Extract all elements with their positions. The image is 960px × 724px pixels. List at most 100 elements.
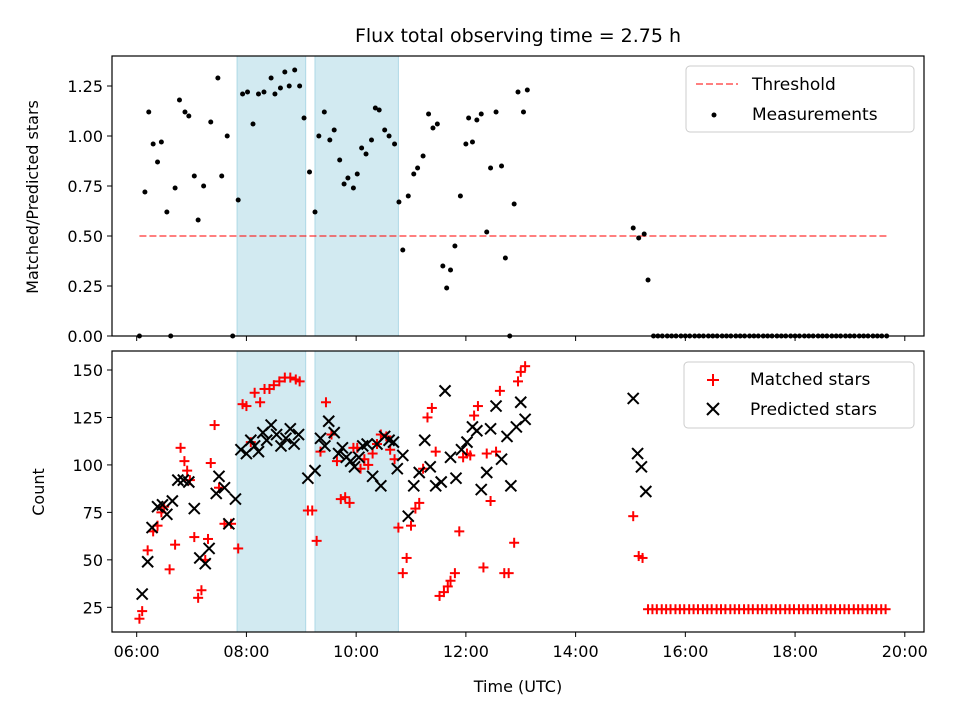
bot-plus-point <box>335 494 346 505</box>
bot-plus-point <box>241 401 252 412</box>
top-dot-point <box>286 83 292 89</box>
bot-plus-point <box>401 552 412 563</box>
bot-plus-point <box>137 606 148 617</box>
bot-shaded-region-1 <box>314 350 399 633</box>
top-dot-point <box>434 121 440 127</box>
bot-y-tick-label: 50 <box>83 551 103 570</box>
top-dot-point <box>195 217 201 223</box>
bot-plus-point <box>469 410 480 421</box>
top-dot-point <box>208 119 214 125</box>
bot-x-point <box>145 521 159 534</box>
top-dot-point <box>250 121 256 127</box>
top-dot-point <box>307 169 313 175</box>
top-dot-point <box>277 85 283 91</box>
bot-x-point <box>292 428 305 441</box>
top-dot-point <box>341 181 347 187</box>
top-panel: 0.00 0.25 0.50 0.75 1.00 1.25 Matched/Predict… <box>23 55 925 346</box>
bot-plus-point <box>465 450 476 461</box>
bot-x-point <box>455 443 468 456</box>
bot-x-point <box>182 475 196 489</box>
bot-plus-point <box>294 376 305 387</box>
x-tick-label: 20:00 <box>882 642 928 661</box>
legend-matched-swatch <box>707 374 719 386</box>
bot-plus-point <box>422 412 433 423</box>
bot-plus-point <box>513 376 523 387</box>
bot-plus-point <box>628 511 639 522</box>
top-dot-point <box>301 115 307 121</box>
bot-x-point <box>264 418 278 432</box>
bot-plus-point <box>414 497 425 508</box>
top-dot-point <box>337 157 343 163</box>
top-dot-point <box>155 159 161 165</box>
top-dot-point <box>645 277 651 283</box>
bot-plus-point <box>410 503 421 514</box>
top-dot-point <box>641 231 647 237</box>
top-dot-point <box>405 193 411 199</box>
bot-x-point <box>135 587 149 601</box>
top-dot-point <box>440 263 446 269</box>
top-dot-point <box>474 117 480 123</box>
bot-x-point <box>449 472 463 485</box>
bot-x-point <box>322 415 335 428</box>
bot-x-point <box>156 498 169 511</box>
top-dot-point <box>201 183 207 189</box>
bot-x-point <box>222 517 236 530</box>
bot-plus-point <box>196 585 207 596</box>
top-dot-point <box>430 125 436 131</box>
bot-plus-point <box>307 505 318 516</box>
bot-x-point <box>470 424 484 437</box>
bot-x-point <box>484 422 497 436</box>
bot-plus-point <box>249 387 260 398</box>
bottom-panel: 25 50 75 100 125 150 06:00 08:00 10:00 12:00 14:00… <box>29 350 928 696</box>
bottom-y-axis-label: Count <box>29 468 48 516</box>
bot-x-point <box>504 479 518 493</box>
bot-x-point <box>631 447 644 460</box>
bot-plus-point <box>520 361 531 372</box>
bot-x-point <box>424 460 437 474</box>
top-y-tick-label: 0.75 <box>67 177 103 196</box>
top-dot-point <box>426 111 432 117</box>
bot-plus-point <box>445 575 456 586</box>
bot-x-point <box>418 434 431 447</box>
top-shaded-region-1 <box>314 55 399 337</box>
bot-plus-point <box>340 492 351 503</box>
bot-plus-point <box>880 604 891 615</box>
bot-x-point <box>344 454 357 468</box>
bot-plus-point <box>179 456 190 467</box>
legend-matched-label: Matched stars <box>750 370 870 390</box>
bot-x-point <box>500 430 514 443</box>
top-dot-point <box>282 69 288 75</box>
bot-x-point <box>252 445 265 458</box>
bot-x-point <box>495 453 508 466</box>
bot-x-point <box>160 508 174 521</box>
top-dot-point <box>240 91 246 97</box>
top-dot-point <box>245 89 251 95</box>
bot-plus-point <box>274 376 285 387</box>
bot-x-point <box>270 428 283 441</box>
top-dot-point <box>382 127 388 133</box>
bot-x-point <box>260 434 273 447</box>
top-y-axis-label: Matched/Predicted stars <box>23 100 42 294</box>
bot-x-point <box>627 392 640 405</box>
bot-plus-point <box>397 568 408 579</box>
top-legend: Threshold Measurements <box>685 65 915 133</box>
bot-axes-frame <box>111 350 925 633</box>
top-dot-point <box>164 209 170 215</box>
bot-plus-point <box>454 526 465 537</box>
top-y-tick-label: 0.00 <box>67 327 103 346</box>
bot-x-point <box>336 441 349 455</box>
bot-x-point <box>308 464 322 477</box>
bot-x-point <box>248 439 261 453</box>
bot-x-point <box>444 451 457 464</box>
top-dot-point <box>386 133 392 139</box>
legend-measurements-label: Measurements <box>752 105 878 125</box>
top-dot-point <box>142 189 148 195</box>
bot-x-point <box>244 434 258 447</box>
top-dot-point <box>176 97 182 103</box>
bot-x-point <box>327 426 341 439</box>
bot-plus-point <box>426 402 437 413</box>
bot-x-point <box>374 479 388 493</box>
bot-plus-point <box>255 397 266 408</box>
bot-x-point <box>332 447 345 460</box>
bottom-axes: 25 50 75 100 125 150 06:00 08:00 10:00 12:00 14:00… <box>72 350 928 661</box>
